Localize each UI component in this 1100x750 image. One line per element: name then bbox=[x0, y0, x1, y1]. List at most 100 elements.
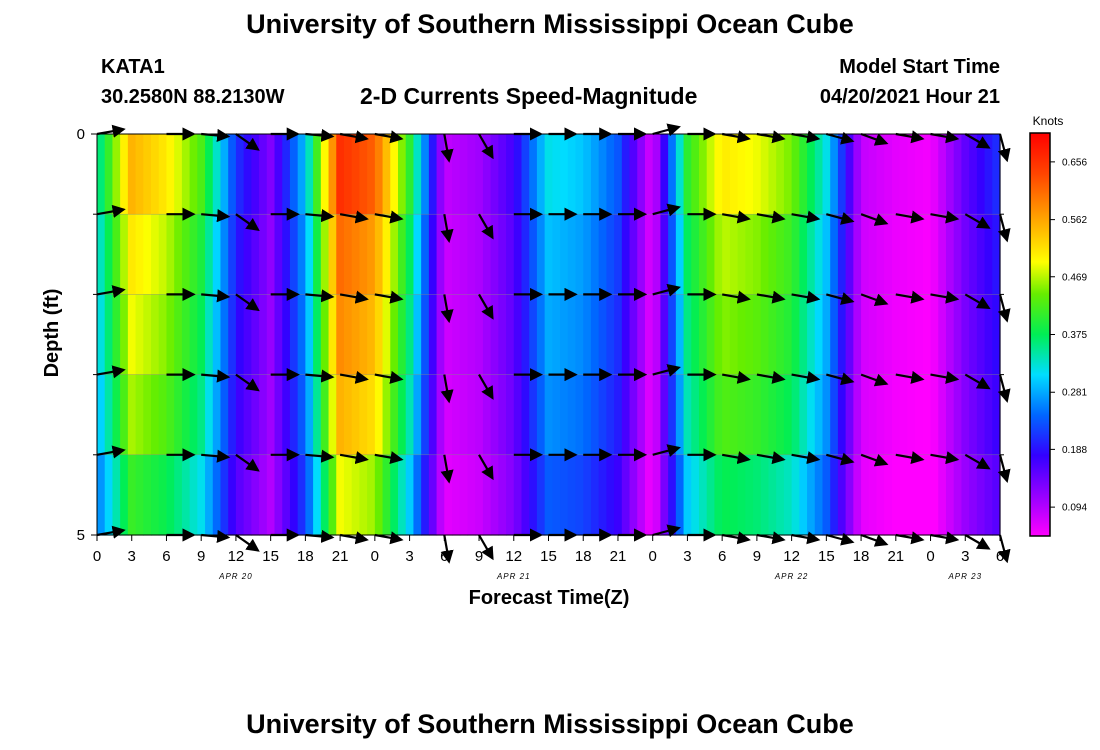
heatmap-cell bbox=[212, 134, 222, 215]
heatmap-cell bbox=[475, 454, 484, 536]
heatmap-cell bbox=[120, 294, 129, 376]
heatmap-cell bbox=[961, 294, 970, 376]
heatmap-cell bbox=[737, 294, 746, 376]
current-vector bbox=[96, 204, 126, 218]
heatmap-cell bbox=[97, 294, 106, 376]
heatmap-cell bbox=[336, 214, 345, 295]
current-vector bbox=[478, 454, 494, 481]
heatmap-cell bbox=[691, 294, 700, 376]
heatmap-cell bbox=[722, 454, 731, 536]
heatmap-cell bbox=[367, 214, 376, 295]
heatmap-cell bbox=[513, 214, 523, 295]
current-vector bbox=[756, 370, 786, 384]
heatmap-cell bbox=[891, 454, 901, 536]
heatmap-cell bbox=[853, 374, 862, 456]
current-vector bbox=[339, 130, 369, 144]
heatmap-cell bbox=[166, 134, 175, 215]
colorbar-tick-label: 0.094 bbox=[1062, 503, 1087, 514]
date-label: APR 20 bbox=[218, 572, 253, 581]
heatmap-cell bbox=[753, 454, 762, 536]
heatmap-cell bbox=[181, 294, 191, 376]
heatmap-cell bbox=[714, 134, 723, 215]
heatmap-cell bbox=[351, 374, 361, 456]
heatmap-cell bbox=[699, 214, 708, 295]
current-vector bbox=[201, 289, 231, 303]
heatmap-cell bbox=[614, 374, 623, 456]
current-vector bbox=[722, 290, 751, 304]
x-tick-label: 6 bbox=[718, 548, 726, 565]
heatmap-cell bbox=[930, 134, 939, 215]
heatmap-cell bbox=[652, 294, 662, 376]
heatmap-cell bbox=[189, 454, 198, 536]
x-tick-label: 6 bbox=[440, 548, 448, 565]
heatmap-cell bbox=[506, 134, 515, 215]
heatmap-cell bbox=[560, 214, 569, 295]
heatmap-cell bbox=[590, 374, 600, 456]
heatmap-cell bbox=[436, 454, 445, 536]
heatmap-cell bbox=[791, 214, 800, 295]
current-vector bbox=[756, 290, 786, 304]
heatmap-cell bbox=[822, 374, 831, 456]
station-id: KATA1 bbox=[101, 56, 165, 78]
heatmap-cell bbox=[822, 134, 831, 215]
heatmap-cell bbox=[289, 374, 299, 456]
heatmap-cell bbox=[714, 374, 723, 456]
heatmap-cell bbox=[220, 294, 229, 376]
heatmap-cell bbox=[876, 374, 885, 456]
x-tick-label: 12 bbox=[783, 548, 800, 565]
heatmap-cell bbox=[405, 454, 415, 536]
heatmap-cell bbox=[313, 374, 322, 456]
heatmap-cell bbox=[830, 294, 839, 376]
current-vector bbox=[895, 290, 925, 304]
heatmap-cell bbox=[907, 214, 916, 295]
heatmap-cell bbox=[853, 134, 862, 215]
heatmap-cell bbox=[251, 454, 260, 536]
heatmap-cell bbox=[529, 294, 538, 376]
heatmap-cell bbox=[382, 374, 391, 456]
heatmap-cell bbox=[228, 294, 237, 376]
heatmap-cell bbox=[992, 294, 1001, 376]
current-vector bbox=[440, 374, 454, 404]
heatmap-cell bbox=[753, 294, 762, 376]
heatmap-cell bbox=[513, 454, 523, 536]
heatmap-cell bbox=[652, 134, 662, 215]
heatmap-cell bbox=[668, 454, 677, 536]
heatmap-cell bbox=[120, 374, 129, 456]
heatmap-cell bbox=[313, 134, 322, 215]
heatmap-cell bbox=[367, 294, 376, 376]
heatmap-cell bbox=[660, 374, 669, 456]
heatmap-cell bbox=[644, 134, 654, 215]
colorbar-tick-label: 0.656 bbox=[1062, 157, 1087, 168]
heatmap-cell bbox=[575, 294, 584, 376]
heatmap-cell bbox=[521, 454, 530, 536]
heatmap-cell bbox=[575, 454, 584, 536]
current-vector bbox=[860, 132, 889, 146]
heatmap-cell bbox=[861, 134, 870, 215]
heatmap-cell bbox=[814, 374, 824, 456]
heatmap-cell bbox=[305, 374, 314, 456]
x-axis-label: Forecast Time(Z) bbox=[469, 587, 630, 609]
heatmap-cell bbox=[436, 374, 445, 456]
heatmap-cell bbox=[274, 454, 283, 536]
heatmap-cell bbox=[328, 294, 337, 376]
heatmap-cell bbox=[367, 374, 376, 456]
x-tick-label: 9 bbox=[197, 548, 205, 565]
heatmap-cell bbox=[706, 214, 716, 295]
heatmap-cell bbox=[714, 214, 723, 295]
heatmap-cell bbox=[197, 294, 206, 376]
heatmap-cell bbox=[868, 134, 878, 215]
heatmap-cell bbox=[205, 374, 214, 456]
heatmap-cell bbox=[930, 454, 939, 536]
heatmap-cell bbox=[220, 134, 229, 215]
heatmap-cell bbox=[699, 374, 708, 456]
heatmap-cell bbox=[104, 294, 114, 376]
current-vector bbox=[339, 290, 369, 304]
heatmap-cell bbox=[328, 134, 337, 215]
heatmap-cell bbox=[837, 374, 847, 456]
heatmap-cell bbox=[675, 214, 685, 295]
heatmap-cell bbox=[135, 374, 144, 456]
heatmap-cell bbox=[776, 134, 785, 215]
current-vector bbox=[374, 130, 404, 144]
heatmap-cell bbox=[529, 214, 538, 295]
heatmap-cell bbox=[266, 214, 276, 295]
